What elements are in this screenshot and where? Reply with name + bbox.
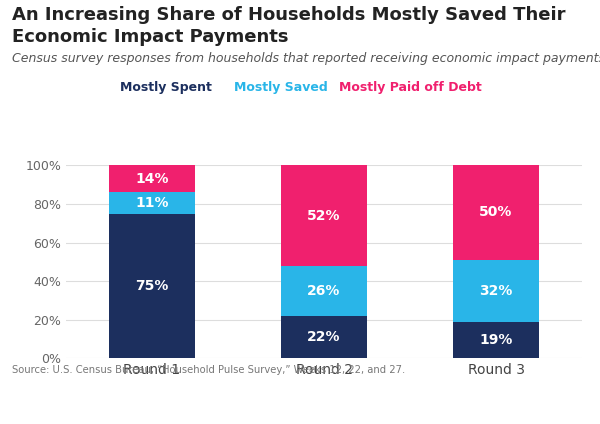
- Bar: [109, 214, 195, 358]
- Bar: [453, 163, 539, 260]
- Text: @TaxFoundation: @TaxFoundation: [482, 402, 591, 415]
- Text: 26%: 26%: [307, 284, 341, 298]
- Text: 52%: 52%: [307, 209, 341, 223]
- Text: 14%: 14%: [135, 172, 169, 186]
- Text: Mostly Spent: Mostly Spent: [120, 81, 212, 95]
- Text: An Increasing Share of Households Mostly Saved Their: An Increasing Share of Households Mostly…: [12, 6, 566, 24]
- Bar: [453, 260, 539, 322]
- Text: Census survey responses from households that reported receiving economic impact : Census survey responses from households …: [12, 52, 600, 65]
- Text: 50%: 50%: [479, 205, 512, 219]
- Text: 22%: 22%: [307, 330, 341, 344]
- Text: 75%: 75%: [136, 279, 169, 293]
- Text: 11%: 11%: [135, 196, 169, 210]
- Bar: [281, 266, 367, 316]
- Text: Mostly Paid off Debt: Mostly Paid off Debt: [339, 81, 482, 95]
- Text: Economic Impact Payments: Economic Impact Payments: [12, 28, 289, 45]
- Bar: [281, 316, 367, 358]
- Bar: [281, 165, 367, 266]
- Text: TAX FOUNDATION: TAX FOUNDATION: [9, 402, 141, 415]
- Bar: [109, 192, 195, 214]
- Bar: [109, 165, 195, 192]
- Text: 19%: 19%: [479, 333, 512, 347]
- Text: 32%: 32%: [479, 284, 512, 298]
- Text: Mostly Saved: Mostly Saved: [234, 81, 328, 95]
- Bar: [453, 322, 539, 358]
- Text: Source: U.S. Census Bureau, “Household Pulse Survey,” Weeks 12, 22, and 27.: Source: U.S. Census Bureau, “Household P…: [12, 365, 405, 376]
